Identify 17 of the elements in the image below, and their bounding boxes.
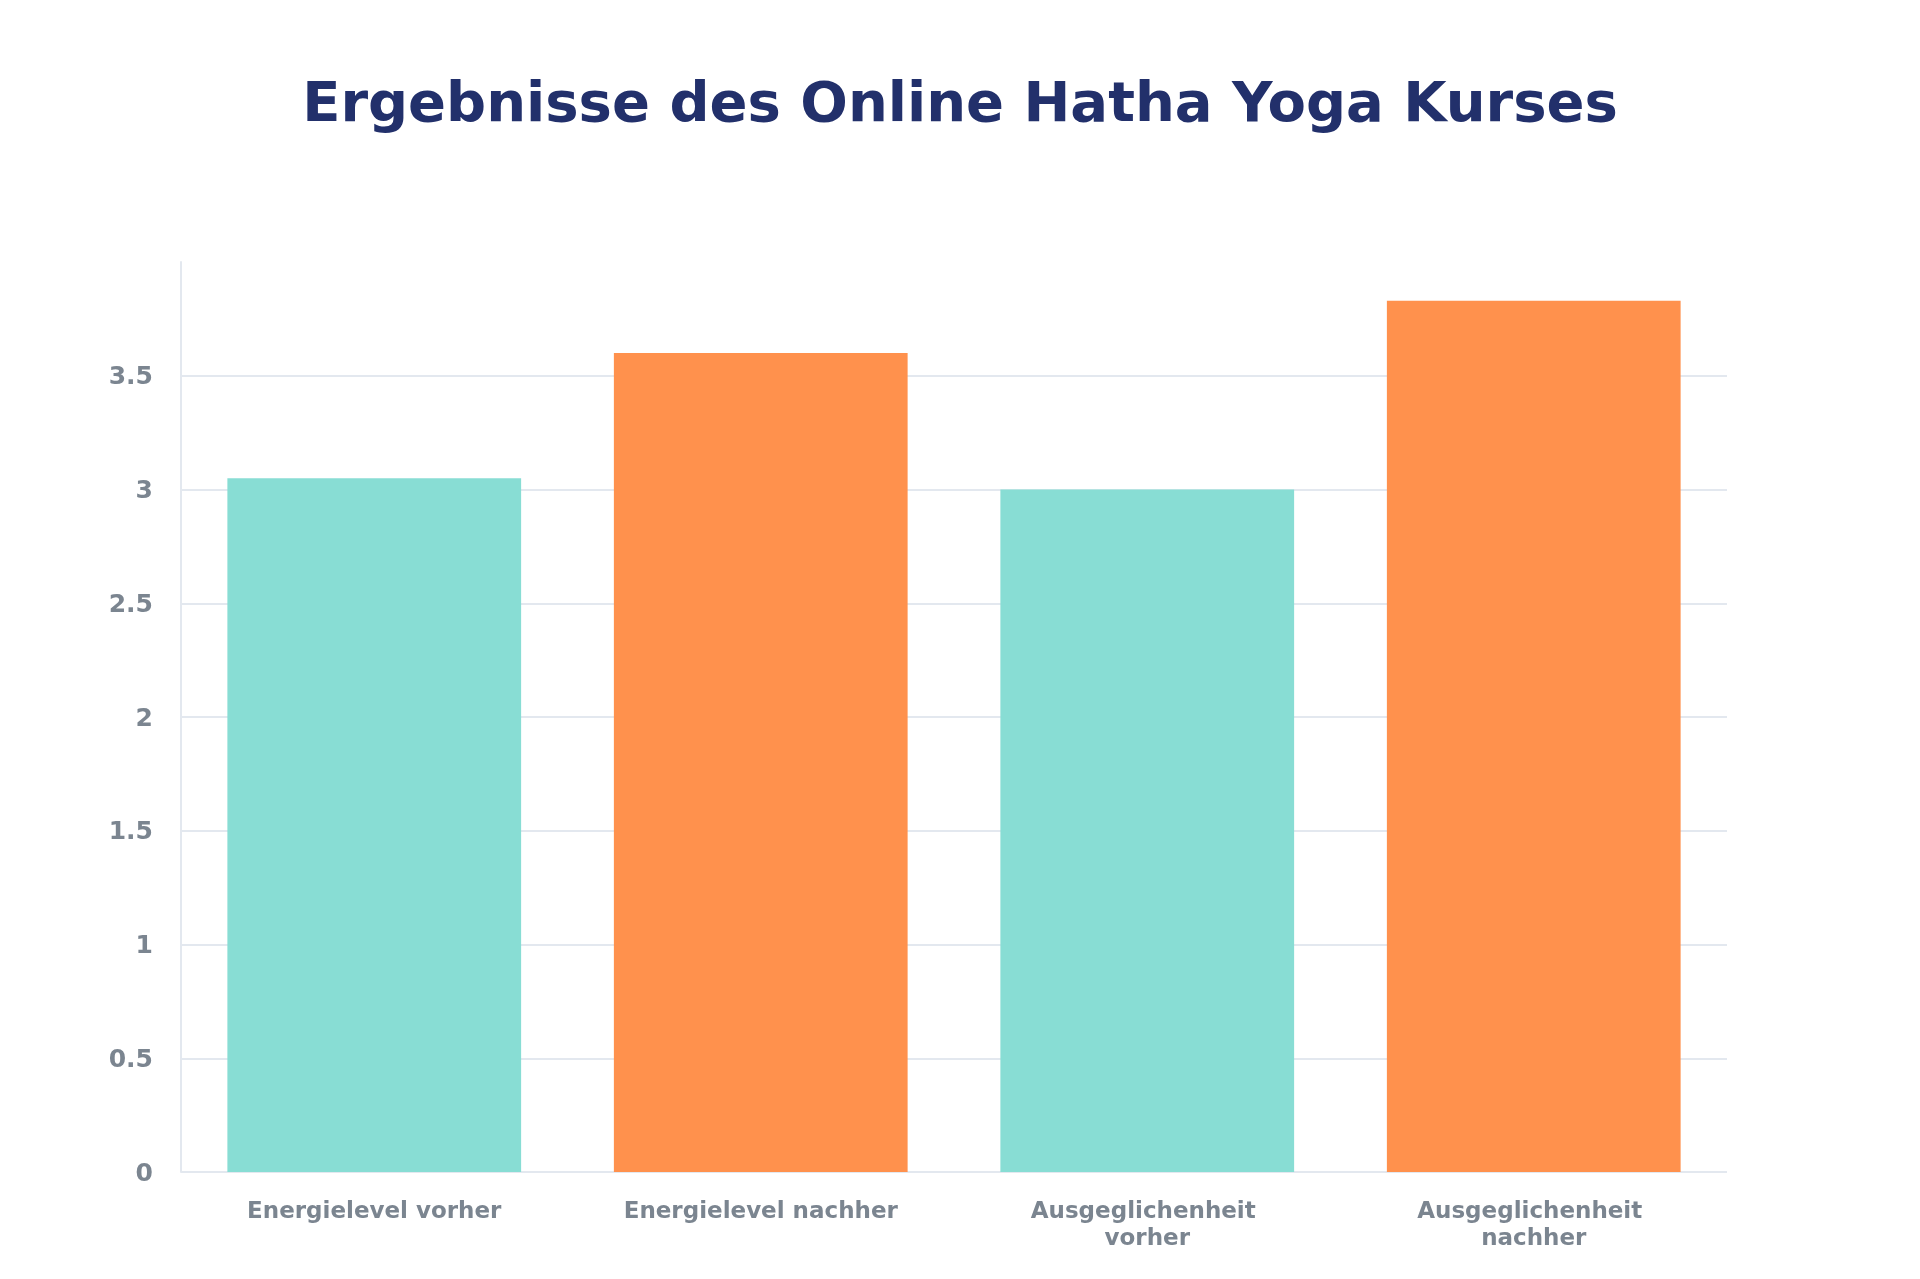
y-tick-label: 3.5 (108, 361, 153, 391)
y-tick-label: 0 (135, 1157, 153, 1187)
chart-title: Ergebnisse des Online Hatha Yoga Kurses (302, 68, 1618, 134)
x-tick-label: Energielevel vorher (247, 1196, 503, 1223)
bar (1000, 489, 1295, 1172)
y-tick-label: 1.5 (108, 816, 153, 846)
x-tick-label: Ausgeglichenheit nachher (1417, 1196, 1651, 1250)
y-tick-label: 1 (135, 930, 153, 959)
y-tick-label: 2 (135, 702, 153, 732)
y-tick-label: 3 (135, 475, 153, 504)
bar (613, 353, 908, 1172)
y-tick-label: 0.5 (108, 1043, 153, 1073)
x-tick-label: Ausgeglichenheit vorher (1030, 1196, 1264, 1250)
x-tick-label: Energielevel nachher (623, 1196, 899, 1223)
bar (227, 478, 522, 1172)
y-tick-label: 2.5 (108, 588, 153, 618)
bar (1386, 300, 1681, 1172)
